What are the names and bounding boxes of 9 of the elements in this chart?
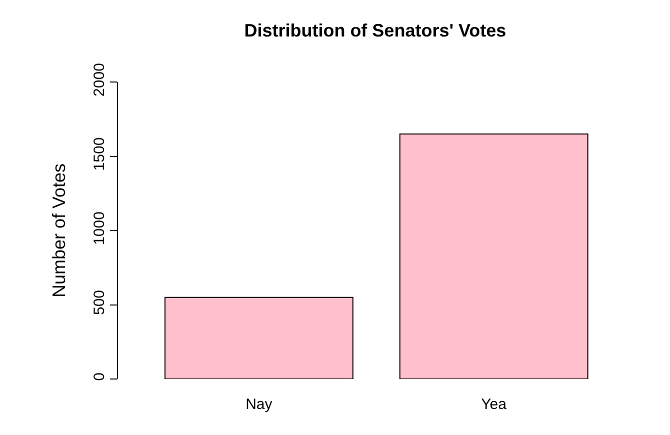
x-tick-label: Nay (246, 396, 273, 413)
x-tick-label: Yea (481, 396, 508, 413)
y-tick-label: 0 (91, 372, 108, 381)
y-tick-label: 2000 (91, 63, 108, 96)
y-tick-label: 1000 (91, 212, 108, 245)
chart-title: Distribution of Senators' Votes (244, 20, 506, 41)
y-tick-label: 500 (91, 290, 108, 316)
y-tick-label: 1500 (91, 137, 108, 171)
y-axis-title: Number of Votes (49, 163, 70, 298)
